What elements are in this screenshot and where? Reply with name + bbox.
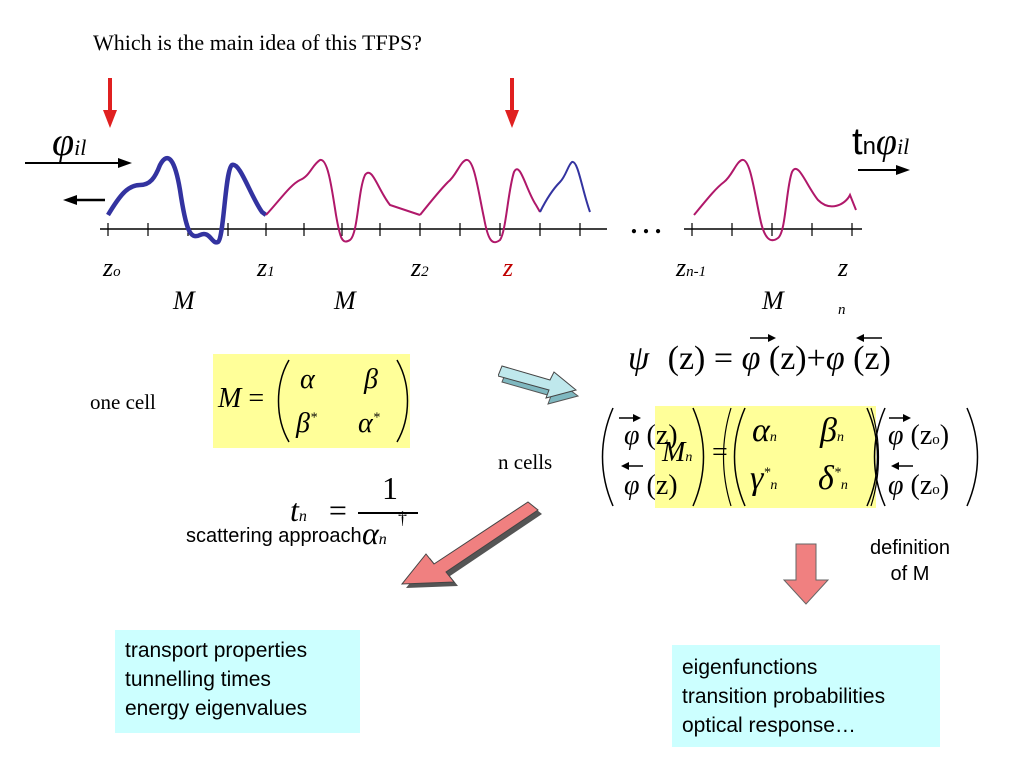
wave-cell-last [693, 159, 857, 242]
down-arrow-icon [782, 543, 830, 605]
label-z1: z1 [257, 253, 275, 282]
one-cell-label: one cell [90, 390, 156, 414]
m-label-1: M [173, 286, 195, 315]
psi-formula-arrows [750, 334, 882, 342]
label-zn: z [838, 253, 849, 282]
scattering-approach-label: scattering approach [186, 525, 362, 547]
m-label-2: M [334, 286, 356, 315]
matrix-n-alpha: αn [752, 412, 777, 449]
matrix-m-alpha-star: α* [358, 408, 380, 439]
matrix-m-beta-star: β* [296, 408, 317, 439]
phi-left-z: φ (z) [624, 470, 678, 501]
matrix-n-brackets [601, 407, 979, 507]
matrix-n-box [655, 406, 876, 508]
right-pointing-arrow-icon [498, 365, 580, 405]
psi-formula: ψ (z) = φ (z)+φ (z) [628, 340, 891, 377]
matrix-m-brackets [277, 359, 409, 443]
red-arrow-left [103, 78, 117, 128]
phi-right-z: φ (z) [624, 420, 678, 451]
diagonal-down-left-arrow-icon [400, 501, 542, 588]
definition-label: definition of M [869, 537, 951, 585]
wave-cell-3 [419, 159, 541, 244]
label-z2: z2 [411, 253, 429, 282]
wave-cell-2 [265, 159, 421, 243]
wave-diagram [25, 78, 910, 245]
matrix-m-alpha: α [300, 364, 315, 395]
tn-formula-num: 1 [382, 470, 398, 506]
page-title: Which is the main idea of this TFPS? [93, 30, 422, 55]
phi-left-zo: φ (zo) [888, 470, 950, 501]
matrix-n-eq: = [712, 437, 728, 468]
matrix-m-box [213, 354, 410, 448]
n-cells-label: n cells [498, 450, 553, 474]
reflected-arrow [63, 195, 105, 205]
wave-cell-1 [106, 156, 268, 245]
wave-cell-4 [539, 161, 591, 213]
label-zn-1: zn-1 [676, 253, 707, 282]
label-zn-sub: n [838, 302, 846, 318]
label-z0: zo [103, 253, 121, 282]
tn-formula-den: αn [362, 515, 387, 551]
matrix-n-lhs: Mn [662, 437, 693, 468]
matrix-m-beta: β [364, 364, 378, 395]
matrix-m-lhs: M = [218, 383, 265, 414]
tn-phi-il-label: tnφil [852, 121, 910, 163]
label-z: z [503, 253, 514, 282]
red-arrow-right [505, 78, 519, 128]
matrix-n-beta: βn [820, 412, 844, 449]
eigenfunctions-box: eigenfunctions transition probabilities … [672, 645, 940, 747]
matrix-n-gamma: γ*n [750, 460, 778, 497]
transmitted-arrow [858, 165, 910, 175]
tn-dagger: † [398, 508, 407, 528]
ellipsis: … [628, 201, 666, 241]
phi-right-zo: φ (zo) [888, 420, 950, 451]
transport-properties-box: transport properties tunnelling times en… [115, 630, 360, 733]
phi-il-left-label: φil [52, 119, 87, 164]
m-label-3: M [762, 286, 784, 315]
incident-arrow [25, 158, 132, 168]
matrix-n-delta: δ*n [818, 460, 848, 497]
tn-formula-lhs: tn = [290, 492, 347, 528]
tn-fraction-bar [358, 512, 418, 514]
